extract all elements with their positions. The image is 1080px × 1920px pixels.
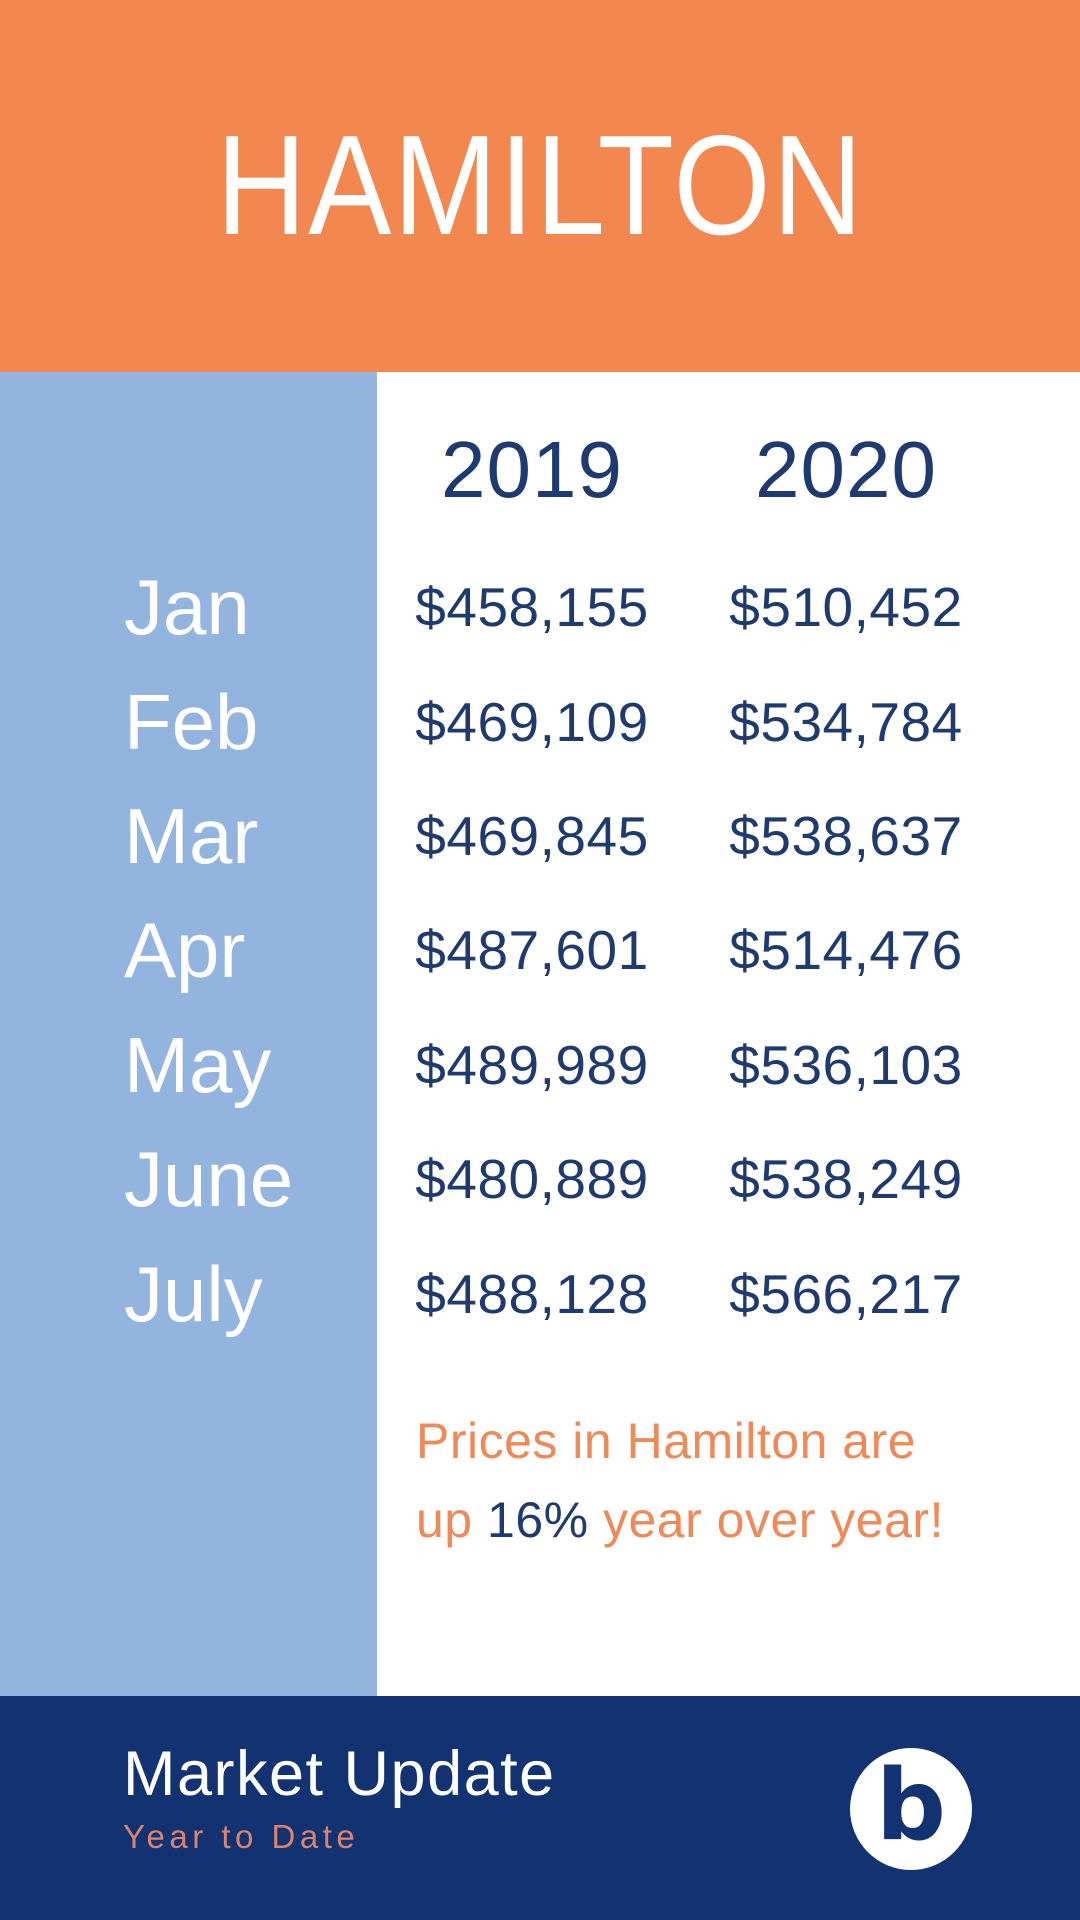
table-row: May $489,989 $536,103 [0,1008,1080,1122]
yoy-note-line1: Prices in Hamilton are [416,1413,917,1469]
footer-subtitle: Year to Date [123,1818,360,1855]
column-header-2019: 2019 [441,425,623,514]
price-2019: $488,128 [415,1263,649,1325]
header-banner: HAMILTON [0,0,1080,372]
table-row: Mar $469,845 $538,637 [0,779,1080,893]
table-row: June $480,889 $538,249 [0,1122,1080,1236]
brand-logo: b [850,1748,972,1870]
yoy-note-line2: up 16% year over year! [416,1481,1016,1560]
price-2020: $534,784 [729,691,963,753]
logo-letter-b: b [875,1749,947,1863]
yoy-note-rest: year over year! [588,1492,944,1548]
yoy-note-up: up [416,1492,488,1548]
footer-title: Market Update [123,1739,556,1809]
month-sidebar [0,372,377,1696]
price-2019: $469,109 [415,691,649,753]
price-2020: $514,476 [729,919,963,981]
price-2019: $458,155 [415,576,649,638]
month-label: May [124,1020,272,1109]
table-row: Jan $458,155 $510,452 [0,550,1080,664]
price-2020: $566,217 [729,1263,963,1325]
table-header-row: 2019 2020 [0,412,1080,528]
table-row: Apr $487,601 $514,476 [0,893,1080,1007]
price-2020: $538,637 [729,805,963,867]
price-2019: $487,601 [415,919,649,981]
table-row: July $488,128 $566,217 [0,1237,1080,1351]
footer-bar: Market Update Year to Date b [0,1696,1080,1920]
month-label: July [124,1249,263,1338]
price-2019: $480,889 [415,1148,649,1210]
month-label: Mar [124,791,259,880]
price-2020: $536,103 [729,1034,963,1096]
month-label: Apr [124,905,246,994]
price-2020: $510,452 [729,576,963,638]
table-row: Feb $469,109 $534,784 [0,665,1080,779]
yoy-note: Prices in Hamilton are up 16% year over … [416,1402,1016,1560]
column-header-2020: 2020 [755,425,937,514]
price-2019: $469,845 [415,805,649,867]
month-label: June [124,1134,294,1223]
price-2019: $489,989 [415,1034,649,1096]
yoy-highlight: 16% [487,1492,589,1548]
page-title: HAMILTON [215,106,865,265]
price-2020: $538,249 [729,1148,963,1210]
month-label: Jan [124,562,250,651]
month-label: Feb [124,677,259,766]
